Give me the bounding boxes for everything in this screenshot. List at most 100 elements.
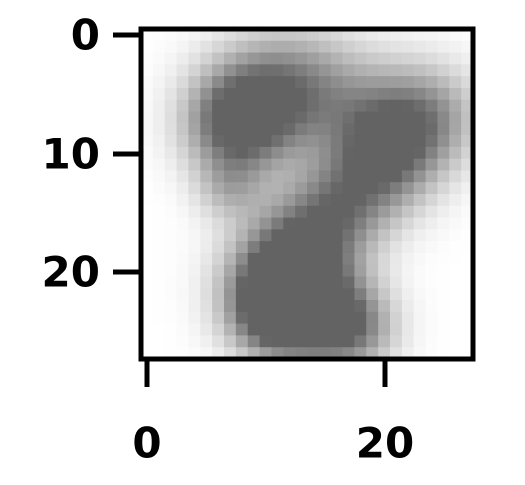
heatmap-cell xyxy=(307,323,320,337)
heatmap-cell xyxy=(330,111,344,124)
heatmap-cell xyxy=(307,99,320,113)
heatmap-cell xyxy=(271,288,284,301)
heatmap-cell xyxy=(390,123,403,136)
heatmap-cell xyxy=(354,40,367,54)
heatmap-cell xyxy=(413,99,427,113)
heatmap-cell xyxy=(342,205,356,219)
heatmap-cell xyxy=(449,288,462,301)
heatmap-cell xyxy=(259,241,273,254)
heatmap-cell xyxy=(330,300,344,313)
heatmap-cell xyxy=(283,217,296,230)
heatmap-cell xyxy=(449,300,462,313)
heatmap-cell xyxy=(354,288,367,301)
heatmap-cell xyxy=(307,276,320,289)
heatmap-cell xyxy=(188,323,201,337)
heatmap-cell xyxy=(342,241,356,254)
heatmap-cell xyxy=(152,229,166,242)
heatmap-cell xyxy=(188,29,201,42)
heatmap-cell xyxy=(283,229,296,242)
heatmap-cell xyxy=(176,205,190,219)
heatmap-cell xyxy=(401,288,415,301)
heatmap-cell xyxy=(366,52,379,65)
heatmap-cell xyxy=(224,40,237,54)
heatmap-cell xyxy=(295,217,308,230)
heatmap-cell xyxy=(152,288,166,301)
heatmap-cell xyxy=(164,229,178,242)
heatmap-cell xyxy=(449,135,462,148)
heatmap-cell xyxy=(176,264,190,278)
heatmap-cell xyxy=(176,135,190,148)
heatmap-cell xyxy=(212,111,225,124)
heatmap-cell xyxy=(307,29,320,42)
heatmap-cell xyxy=(401,217,415,230)
heatmap-cell xyxy=(164,241,178,254)
heatmap-cell xyxy=(342,276,356,289)
heatmap-cell xyxy=(247,335,261,348)
heatmap-cell xyxy=(437,146,450,160)
heatmap-cell xyxy=(307,111,320,124)
heatmap-cell xyxy=(378,64,391,77)
heatmap-cell xyxy=(413,229,427,242)
heatmap-cell xyxy=(425,158,439,172)
heatmap-cell xyxy=(188,52,201,65)
heatmap-cell xyxy=(307,288,320,301)
heatmap-cell xyxy=(176,311,190,325)
heatmap-cell xyxy=(152,323,166,337)
heatmap-cell xyxy=(449,182,462,195)
heatmap-cell xyxy=(437,52,450,65)
heatmap-cell xyxy=(176,300,190,313)
heatmap-cell xyxy=(461,205,474,219)
heatmap-cell xyxy=(461,29,474,42)
heatmap-cell xyxy=(378,29,391,42)
heatmap-cell xyxy=(390,276,403,289)
heatmap-cell xyxy=(354,52,367,65)
plot-frame xyxy=(138,26,476,362)
heatmap-cell xyxy=(200,111,213,124)
heatmap-cell xyxy=(247,64,261,77)
heatmap-cell xyxy=(401,182,415,195)
heatmap-cell xyxy=(235,217,249,230)
heatmap-cell xyxy=(259,323,273,337)
heatmap-cell xyxy=(330,288,344,301)
heatmap-cell xyxy=(235,123,249,136)
heatmap-cell xyxy=(318,123,332,136)
heatmap-cell xyxy=(307,252,320,266)
heatmap-cell xyxy=(366,64,379,77)
heatmap-cell xyxy=(141,40,154,54)
heatmap-cell xyxy=(354,229,367,242)
heatmap-cell xyxy=(224,52,237,65)
heatmap-cell xyxy=(200,146,213,160)
heatmap-cell xyxy=(176,29,190,42)
heatmap-cell xyxy=(271,205,284,219)
heatmap-cell xyxy=(378,252,391,266)
heatmap-cell xyxy=(235,52,249,65)
heatmap-cell xyxy=(390,264,403,278)
heatmap-cell xyxy=(318,264,332,278)
heatmap-cell xyxy=(366,300,379,313)
heatmap-cell xyxy=(413,205,427,219)
heatmap-cell xyxy=(259,158,273,172)
heatmap-cell xyxy=(390,87,403,101)
y-tick-label-0: 0 xyxy=(71,11,100,60)
heatmap-cell xyxy=(188,229,201,242)
heatmap-cell xyxy=(437,29,450,42)
heatmap-cell xyxy=(342,111,356,124)
heatmap-cell xyxy=(390,99,403,113)
heatmap-cell xyxy=(342,252,356,266)
heatmap-cell xyxy=(235,311,249,325)
heatmap-cell xyxy=(437,135,450,148)
heatmap-cell xyxy=(235,335,249,348)
heatmap-cell xyxy=(401,52,415,65)
heatmap-cell xyxy=(401,76,415,89)
heatmap-cell xyxy=(401,300,415,313)
heatmap-cell xyxy=(224,300,237,313)
heatmap-cell xyxy=(164,123,178,136)
heatmap-cell xyxy=(176,217,190,230)
heatmap-cell xyxy=(354,194,367,207)
heatmap-cell xyxy=(164,300,178,313)
heatmap-cell xyxy=(259,170,273,183)
heatmap-cell xyxy=(212,300,225,313)
heatmap-cell xyxy=(425,111,439,124)
heatmap-cell xyxy=(200,241,213,254)
heatmap-cell xyxy=(247,194,261,207)
